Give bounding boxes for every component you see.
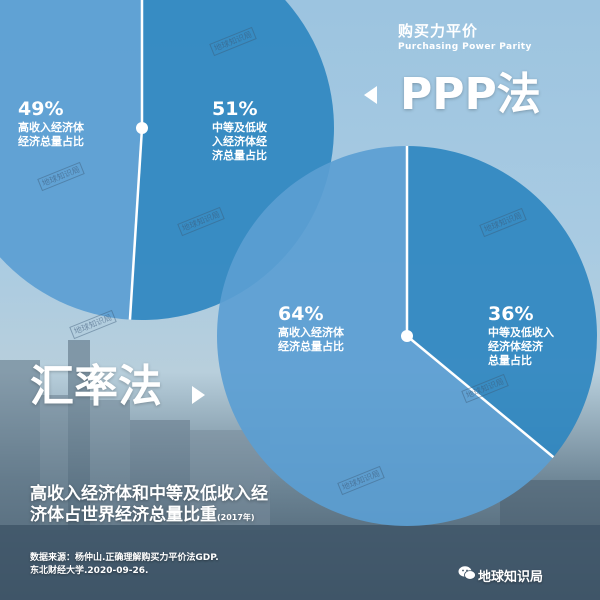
ppp-method-label: PPP法 — [400, 69, 541, 120]
fx-low-label: 中等及低收入 经济体经济 总量占比 — [488, 326, 554, 367]
water — [0, 525, 600, 600]
fx-slice-low-middle-income — [407, 146, 597, 458]
left-arrow-icon — [364, 86, 377, 104]
fx-pie-chart — [216, 146, 597, 527]
brand-name: 地球知识局 — [478, 570, 544, 585]
footer-source: 数据来源：杨仲山.正确理解购买力平价法GDP. 东北财经大学.2020-09-2… — [30, 553, 219, 576]
ppp-high-pct: 49% — [18, 98, 64, 120]
footer-title: 高收入经济体和中等及低收入经济体占世界经济总量比重(2017年) — [30, 484, 268, 525]
pie-center-dot — [136, 122, 148, 134]
fx-high-pct: 64% — [278, 303, 324, 325]
wechat-icon — [458, 566, 476, 580]
ppp-low-pct: 51% — [212, 98, 258, 120]
slice-divider — [406, 335, 555, 459]
ppp-title-cn: 购买力平价 — [398, 22, 479, 40]
fx-low-pct: 36% — [488, 303, 534, 325]
slice-divider — [128, 127, 144, 320]
pie-center-dot — [401, 330, 413, 342]
right-arrow-icon — [192, 386, 205, 404]
skyline — [0, 340, 600, 540]
fx-slice-high-income — [216, 146, 554, 527]
fx-method-label: 汇率法 — [30, 361, 162, 412]
ppp-low-label: 中等及低收 入经济体经 济总量占比 — [212, 121, 267, 162]
fx-high-label: 高收入经济体 经济总量占比 — [278, 326, 344, 353]
ppp-high-label: 高收入经济体 经济总量占比 — [18, 121, 84, 148]
ppp-title-en: Purchasing Power Parity — [398, 42, 532, 52]
footer-year: (2017年) — [217, 513, 255, 522]
ppp-slice-high-income — [0, 0, 142, 320]
